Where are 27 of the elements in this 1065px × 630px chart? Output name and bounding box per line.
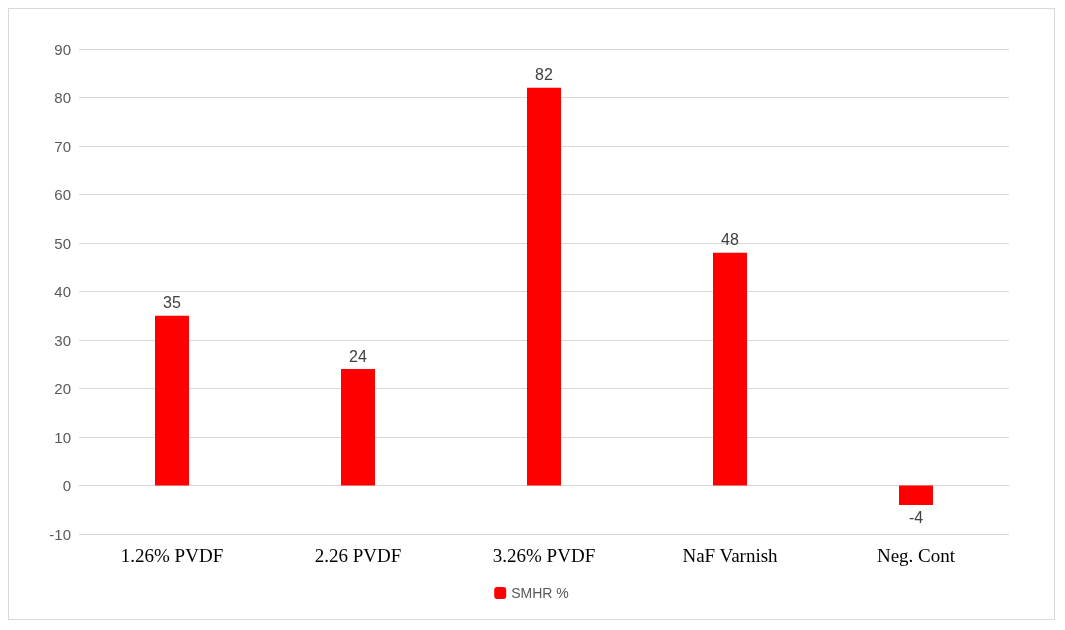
- y-tick-label: 10: [54, 428, 71, 446]
- legend-label: SMHR %: [511, 585, 569, 601]
- data-label: -4: [908, 509, 924, 527]
- data-label: 82: [535, 66, 553, 84]
- y-tick-label: 60: [54, 186, 71, 203]
- y-tick-label: 0: [62, 477, 71, 494]
- y-tick-label: 50: [54, 234, 71, 252]
- data-label: 48: [721, 231, 739, 249]
- bar: [713, 252, 747, 486]
- y-tick-label: 20: [54, 380, 71, 397]
- x-tick-label: 1.26% PVDF: [120, 545, 224, 566]
- bar: [527, 87, 561, 486]
- y-tick-label: 90: [54, 40, 71, 58]
- y-tick-label: 80: [54, 89, 71, 106]
- bar: [155, 315, 189, 486]
- y-tick-label: 30: [54, 331, 71, 349]
- x-tick-label: NaF Varnish: [682, 545, 779, 566]
- bar: [341, 369, 375, 486]
- bar: [899, 485, 933, 505]
- data-label: 24: [349, 347, 367, 365]
- x-tick-label: Neg. Cont: [876, 545, 956, 566]
- x-tick-label: 2.26 PVDF: [314, 545, 402, 566]
- y-tick-label: 70: [54, 137, 71, 155]
- data-label: 35: [163, 294, 181, 312]
- y-tick-label: 40: [54, 283, 71, 300]
- y-tick-label: -10: [49, 525, 71, 543]
- x-tick-label: 3.26% PVDF: [492, 545, 596, 566]
